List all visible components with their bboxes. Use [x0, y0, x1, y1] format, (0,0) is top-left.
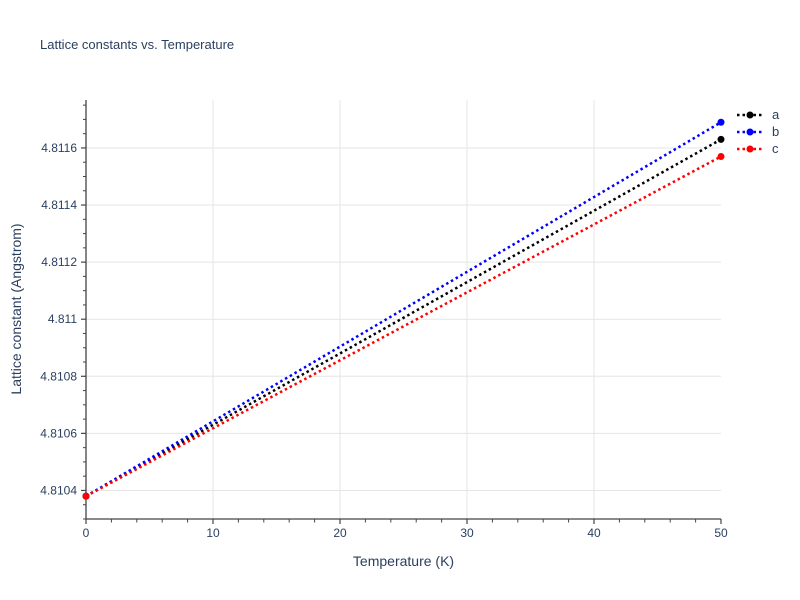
legend-label-c: c [772, 141, 779, 156]
x-axis-title: Temperature (K) [352, 553, 455, 569]
x-tick-label: 0 [83, 526, 90, 540]
y-tick-label: 4.811 [48, 312, 77, 326]
legend-label-b: b [772, 124, 780, 139]
y-tick-label: 4.8114 [41, 198, 77, 212]
y-axis-title: Lattice constant (Angstrom) [8, 223, 24, 395]
y-tick-label: 4.8106 [40, 426, 77, 440]
legend-label-a: a [772, 107, 780, 122]
series-marker-a [717, 135, 725, 143]
x-tick-label: 50 [714, 526, 728, 540]
y-tick-label: 4.8116 [41, 141, 77, 155]
y-tick-label: 4.8112 [41, 255, 77, 269]
x-tick-label: 10 [206, 526, 220, 540]
legend-item-b[interactable]: b [736, 124, 779, 139]
series-marker-c [717, 153, 725, 161]
x-tick-label: 30 [460, 526, 474, 540]
series-marker-c [82, 492, 90, 500]
legend-item-c[interactable]: c [736, 141, 779, 156]
series-line-a [85, 138, 722, 498]
series-line-c [85, 155, 722, 498]
chart-title: Lattice constants vs. Temperature [40, 37, 235, 52]
legend-line-sample-a [737, 111, 763, 118]
y-tick-label: 4.8104 [40, 483, 77, 497]
series-marker-b [717, 118, 725, 126]
legend-line-sample-b [737, 128, 763, 135]
x-tick-label: 40 [587, 526, 601, 540]
legend-item-a[interactable]: a [736, 107, 779, 122]
y-tick-label: 4.8108 [40, 369, 77, 383]
x-tick-label: 20 [333, 526, 347, 540]
series-line-b [85, 121, 722, 498]
legend-line-sample-c [737, 145, 763, 152]
